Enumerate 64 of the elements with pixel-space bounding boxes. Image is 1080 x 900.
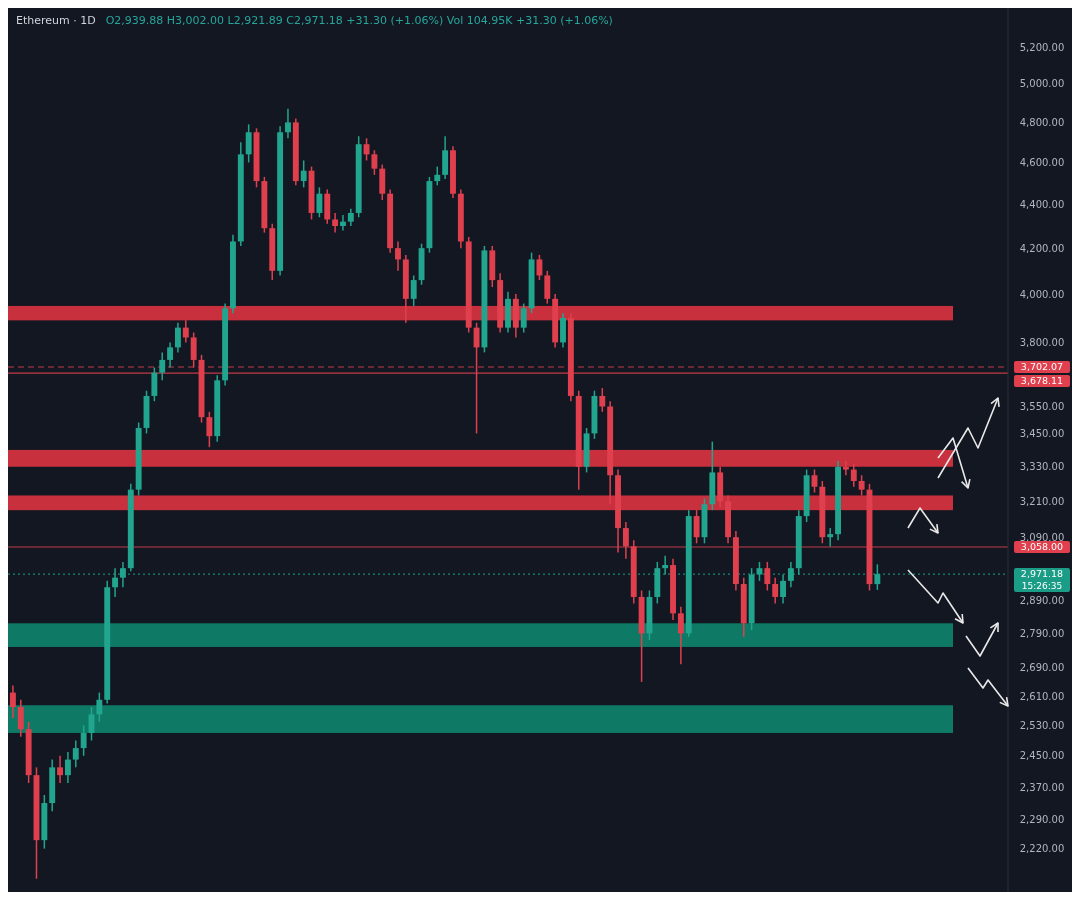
candlestick (316, 186, 323, 219)
candlestick (371, 149, 378, 176)
ref-line-label: 2,971.18 (1020, 568, 1064, 580)
candlestick (395, 240, 401, 272)
y-tick-label: 3,550.00 (1019, 401, 1065, 412)
candlestick (206, 411, 213, 448)
y-tick-label: 4,400.00 (1019, 198, 1065, 210)
candlestick (434, 165, 441, 187)
y-tick-label: 4,200.00 (1019, 242, 1065, 254)
ref-line-label: 3,702.07 (1020, 361, 1064, 373)
y-tick-label: 2,690.00 (1019, 662, 1065, 674)
y-tick-label: 3,090.00 (1019, 531, 1065, 543)
y-tick-label: 5,000.00 (1019, 78, 1065, 90)
candlestick (677, 606, 684, 665)
text: Ethereum · 1D (16, 14, 96, 27)
candlestick (96, 691, 103, 723)
candlestick (300, 159, 307, 189)
candlestick (57, 755, 64, 784)
candlestick (174, 322, 181, 354)
candlestick (764, 561, 771, 592)
candlestick (842, 460, 849, 477)
y-tick-label: 4,000.00 (1019, 288, 1065, 300)
candlestick (340, 214, 346, 232)
candlestick (544, 270, 551, 305)
candlestick (520, 302, 527, 334)
candlestick (167, 341, 174, 369)
y-tick-label: 2,370.00 (1019, 781, 1065, 793)
y-tick-label: 3,210.00 (1019, 495, 1065, 507)
candlestick (245, 123, 252, 164)
candlestick (151, 366, 158, 402)
y-tick-label: 3,330.00 (1019, 461, 1065, 473)
y-tick-label: 2,610.00 (1019, 690, 1065, 702)
candlestick (159, 351, 166, 382)
candlestick (827, 527, 834, 548)
y-tick-label: 4,600.00 (1019, 156, 1065, 168)
ref-line-label: 3,058.00 (1020, 541, 1064, 553)
candlestick (285, 108, 291, 139)
candlestick (72, 739, 79, 769)
candlestick (858, 474, 865, 497)
candlestick (410, 274, 417, 307)
annotation: O2,939.88 H3,002.00 L2,921.89 C2,971.18 +31.30 (+1.06%) Vol 104.95K +31.30 (+1.06%) (105, 14, 613, 27)
y-tick-label: 2,530.00 (1019, 720, 1065, 731)
y-tick-label: 3,450.00 (1019, 427, 1065, 439)
candlestick (693, 509, 700, 545)
y-tick-label: 2,220.00 (1019, 843, 1065, 855)
candlestick (536, 254, 543, 281)
candlestick (17, 699, 24, 738)
candlestick (182, 319, 189, 344)
candlestick (9, 684, 16, 719)
ref-line-label: 3,678.11 (1020, 375, 1064, 387)
candlestick (64, 751, 71, 784)
candlestick (332, 212, 339, 234)
candlestick (850, 463, 857, 488)
candlestick (80, 724, 87, 757)
y-tick-label: 2,290.00 (1019, 813, 1065, 825)
y-tick-label: 2,790.00 (1019, 627, 1065, 639)
y-tick-label: 4,800.00 (1019, 116, 1065, 128)
y-tick-label: 3,800.00 (1019, 336, 1065, 348)
text: 15:26:35 (1021, 581, 1063, 592)
y-tick-label: 2,450.00 (1019, 750, 1065, 762)
candlestick (772, 576, 779, 605)
candlestick (599, 387, 606, 413)
y-tick-label: 2,890.00 (1019, 594, 1065, 606)
y-tick-label: 5,200.00 (1019, 41, 1065, 53)
